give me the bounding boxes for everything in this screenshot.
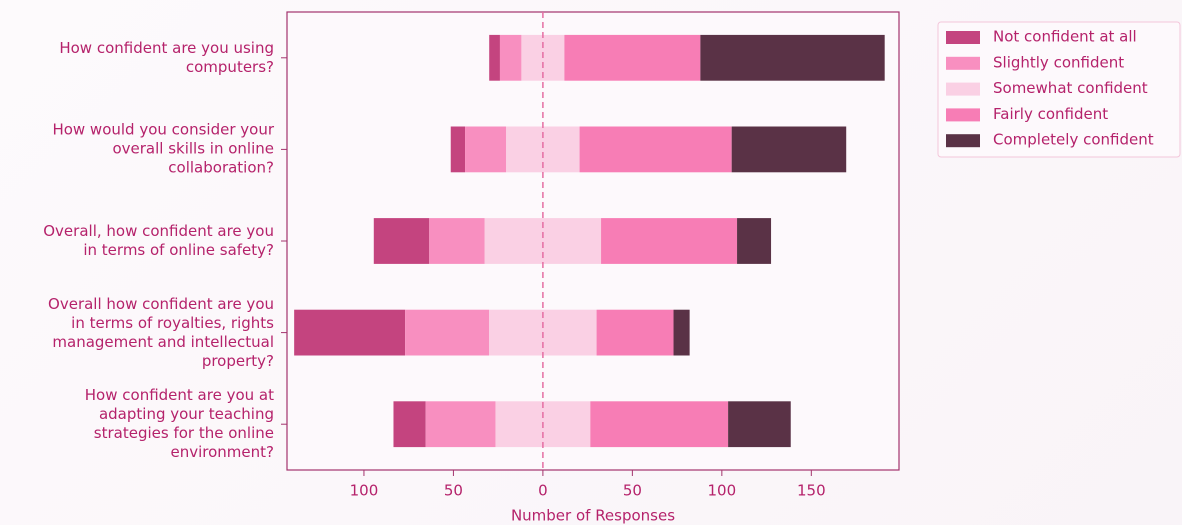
bar-segment bbox=[405, 309, 490, 356]
bar-segment bbox=[465, 126, 507, 173]
legend-box bbox=[937, 21, 1181, 158]
bar-segment bbox=[673, 309, 690, 356]
bar-segment bbox=[700, 34, 885, 81]
x-tick-label: 0 bbox=[538, 482, 548, 500]
legend-swatch bbox=[946, 108, 980, 122]
bar-segment bbox=[450, 126, 466, 173]
bar-segment bbox=[373, 218, 430, 264]
legend-swatch bbox=[946, 31, 980, 44]
legend-label: Somewhat confident bbox=[993, 79, 1148, 97]
y-tick-label: How confident are you at adapting your t… bbox=[84, 386, 274, 462]
x-tick-label: 50 bbox=[444, 482, 463, 500]
bar-segment bbox=[596, 309, 674, 356]
bar-segment bbox=[737, 218, 772, 264]
y-tick-label: Overall, how confident are you in terms … bbox=[43, 222, 274, 259]
legend-swatch bbox=[946, 82, 980, 96]
y-tick-label: Overall how confident are you in terms o… bbox=[48, 294, 274, 370]
x-axis-label: Number of Responses bbox=[511, 507, 675, 525]
bar-segment bbox=[579, 126, 732, 173]
x-tick-label: 50 bbox=[623, 482, 642, 500]
bar-segment bbox=[590, 401, 729, 448]
bar-segment bbox=[731, 126, 847, 173]
bar-segment bbox=[728, 401, 791, 448]
legend-label: Slightly confident bbox=[993, 53, 1124, 71]
bar-segment bbox=[425, 401, 496, 448]
bar-segment bbox=[393, 401, 426, 448]
bar-segment bbox=[294, 309, 406, 356]
legend-swatch bbox=[946, 134, 980, 148]
x-tick-label: 100 bbox=[708, 482, 737, 500]
bar-segment bbox=[499, 34, 522, 81]
bar-segment bbox=[601, 218, 738, 264]
legend-label: Completely confident bbox=[993, 131, 1154, 149]
legend-label: Fairly confident bbox=[993, 105, 1108, 123]
y-tick-label: How confident are you using computers? bbox=[59, 38, 274, 76]
bar-segment bbox=[489, 34, 500, 81]
bar-segment bbox=[564, 34, 701, 81]
y-tick-label: How would you consider your overall skil… bbox=[52, 120, 274, 177]
legend-swatch bbox=[946, 56, 980, 70]
x-tick-label: 100 bbox=[350, 482, 379, 500]
bar-segment bbox=[429, 218, 485, 264]
legend-label: Not confident at all bbox=[993, 28, 1137, 46]
x-tick-label: 150 bbox=[797, 482, 826, 500]
